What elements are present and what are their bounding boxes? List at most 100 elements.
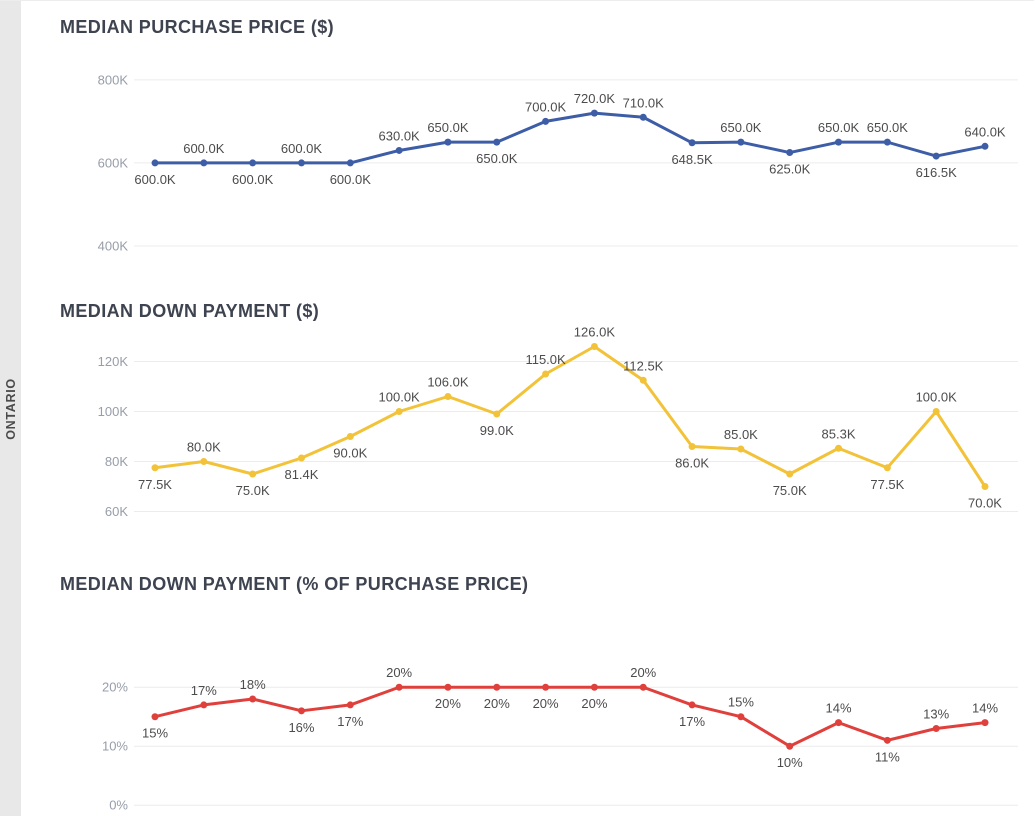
data-point-marker: [590, 683, 598, 691]
y-axis-tick-label: 0%: [109, 798, 128, 813]
data-point-marker: [688, 139, 696, 147]
median-down-payment-percent-chart: 0% 10% 20% 15% 17% 18% 16% 17% 20% 20% 20% 20% 20% 20…: [102, 665, 1018, 813]
data-point-marker: [200, 458, 208, 465]
data-point-label: 640.0K: [964, 124, 1006, 139]
data-point-label: 650.0K: [867, 120, 909, 135]
data-point-marker: [395, 408, 403, 415]
data-point-marker: [639, 113, 647, 121]
data-point-marker: [297, 707, 305, 715]
data-point-label: 99.0K: [480, 423, 514, 438]
data-point-marker: [493, 683, 501, 691]
data-point-marker: [737, 138, 745, 146]
data-point-marker: [542, 117, 550, 125]
charts-column: MEDIAN PURCHASE PRICE ($) 400K 600K 800K 60…: [21, 1, 1034, 816]
data-point-marker: [835, 444, 843, 452]
data-point-label: 115.0K: [525, 352, 566, 367]
data-point-marker: [737, 713, 745, 721]
data-point-label: 75.0K: [773, 483, 807, 498]
data-point-marker: [297, 159, 305, 167]
chart-title-median-purchase-price: MEDIAN PURCHASE PRICE ($): [60, 17, 335, 37]
data-point-marker: [883, 138, 891, 146]
data-point-marker: [151, 464, 159, 472]
data-point-marker: [835, 138, 843, 146]
y-axis-tick-label: 600K: [98, 155, 129, 170]
data-point-marker: [542, 370, 550, 378]
region-label: ONTARIO: [3, 377, 18, 440]
y-axis-tick-label: 400K: [98, 238, 129, 253]
data-point-marker: [932, 408, 940, 415]
data-point-marker: [297, 454, 305, 462]
data-point-label: 648.5K: [671, 152, 713, 167]
region-rail: ONTARIO: [0, 1, 21, 816]
data-point-label: 650.0K: [720, 120, 762, 135]
data-point-label: 75.0K: [236, 483, 270, 498]
data-point-marker: [639, 683, 647, 691]
data-point-marker: [542, 683, 550, 691]
data-point-label: 616.5K: [916, 165, 958, 180]
data-point-label: 77.5K: [138, 477, 172, 492]
data-point-label: 20%: [386, 665, 412, 680]
data-point-label: 630.0K: [379, 128, 421, 143]
data-point-marker: [395, 146, 403, 154]
data-point-marker: [786, 149, 794, 157]
data-point-label: 700.0K: [525, 99, 567, 114]
data-point-marker: [151, 159, 159, 167]
data-point-label: 14%: [972, 701, 998, 716]
median-down-payment-chart: 60K 80K 100K 120K 77.5K 80.0K 75.0K 81.4K 90.0K 1…: [98, 325, 1018, 519]
data-point-marker: [444, 393, 452, 400]
data-point-marker: [688, 443, 696, 450]
data-point-label: 112.5K: [623, 358, 664, 373]
data-point-marker: [493, 138, 501, 146]
y-axis-tick-label: 60K: [105, 504, 128, 519]
data-point-marker: [737, 445, 745, 453]
line-series: [153, 111, 987, 165]
data-point-label: 17%: [191, 683, 217, 698]
data-point-label: 650.0K: [818, 120, 860, 135]
data-point-label: 20%: [484, 696, 510, 711]
data-point-label: 600.0K: [232, 172, 274, 187]
data-point-label: 18%: [240, 677, 266, 692]
data-point-marker: [883, 464, 891, 472]
y-axis-tick-label: 120K: [98, 354, 129, 369]
data-point-label: 720.0K: [574, 91, 616, 106]
data-point-label: 600.0K: [134, 172, 176, 187]
data-point-label: 650.0K: [476, 151, 518, 166]
data-point-label: 80.0K: [187, 440, 221, 455]
data-point-label: 20%: [581, 696, 607, 711]
data-point-marker: [835, 719, 843, 727]
data-point-label: 70.0K: [968, 496, 1002, 511]
data-point-marker: [493, 410, 501, 418]
data-point-label: 16%: [288, 720, 314, 735]
data-point-marker: [346, 159, 354, 167]
data-point-marker: [786, 742, 794, 750]
data-point-label: 10%: [777, 755, 803, 770]
data-point-marker: [639, 376, 647, 384]
data-point-label: 15%: [142, 726, 168, 741]
chart-block-median-down-payment: MEDIAN DOWN PAYMENT ($) 60K 80K 100K 120K 77…: [60, 301, 1034, 534]
y-axis-tick-label: 100K: [98, 404, 129, 419]
data-point-label: 600.0K: [183, 141, 225, 156]
data-point-label: 126.0K: [574, 325, 616, 340]
data-point-marker: [932, 725, 940, 733]
data-point-marker: [688, 701, 696, 709]
data-point-label: 17%: [679, 714, 705, 729]
data-point-label: 81.4K: [284, 467, 318, 482]
data-point-marker: [786, 470, 794, 478]
data-point-marker: [981, 483, 989, 490]
data-point-label: 17%: [337, 714, 363, 729]
data-point-marker: [981, 719, 989, 727]
data-point-marker: [249, 159, 257, 167]
data-point-marker: [395, 683, 403, 691]
y-axis-tick-label: 80K: [105, 454, 128, 469]
data-point-label: 11%: [875, 749, 900, 764]
data-point-marker: [200, 701, 208, 709]
data-point-marker: [346, 701, 354, 709]
data-point-label: 600.0K: [281, 141, 323, 156]
chart-title-median-down-payment-percent: MEDIAN DOWN PAYMENT (% OF PURCHASE PRICE…: [60, 574, 529, 594]
data-point-label: 85.0K: [724, 427, 758, 442]
data-point-marker: [981, 142, 989, 150]
data-point-label: 710.0K: [623, 95, 665, 110]
line-series: [153, 345, 987, 488]
data-point-marker: [151, 713, 159, 721]
data-point-label: 20%: [630, 665, 656, 680]
